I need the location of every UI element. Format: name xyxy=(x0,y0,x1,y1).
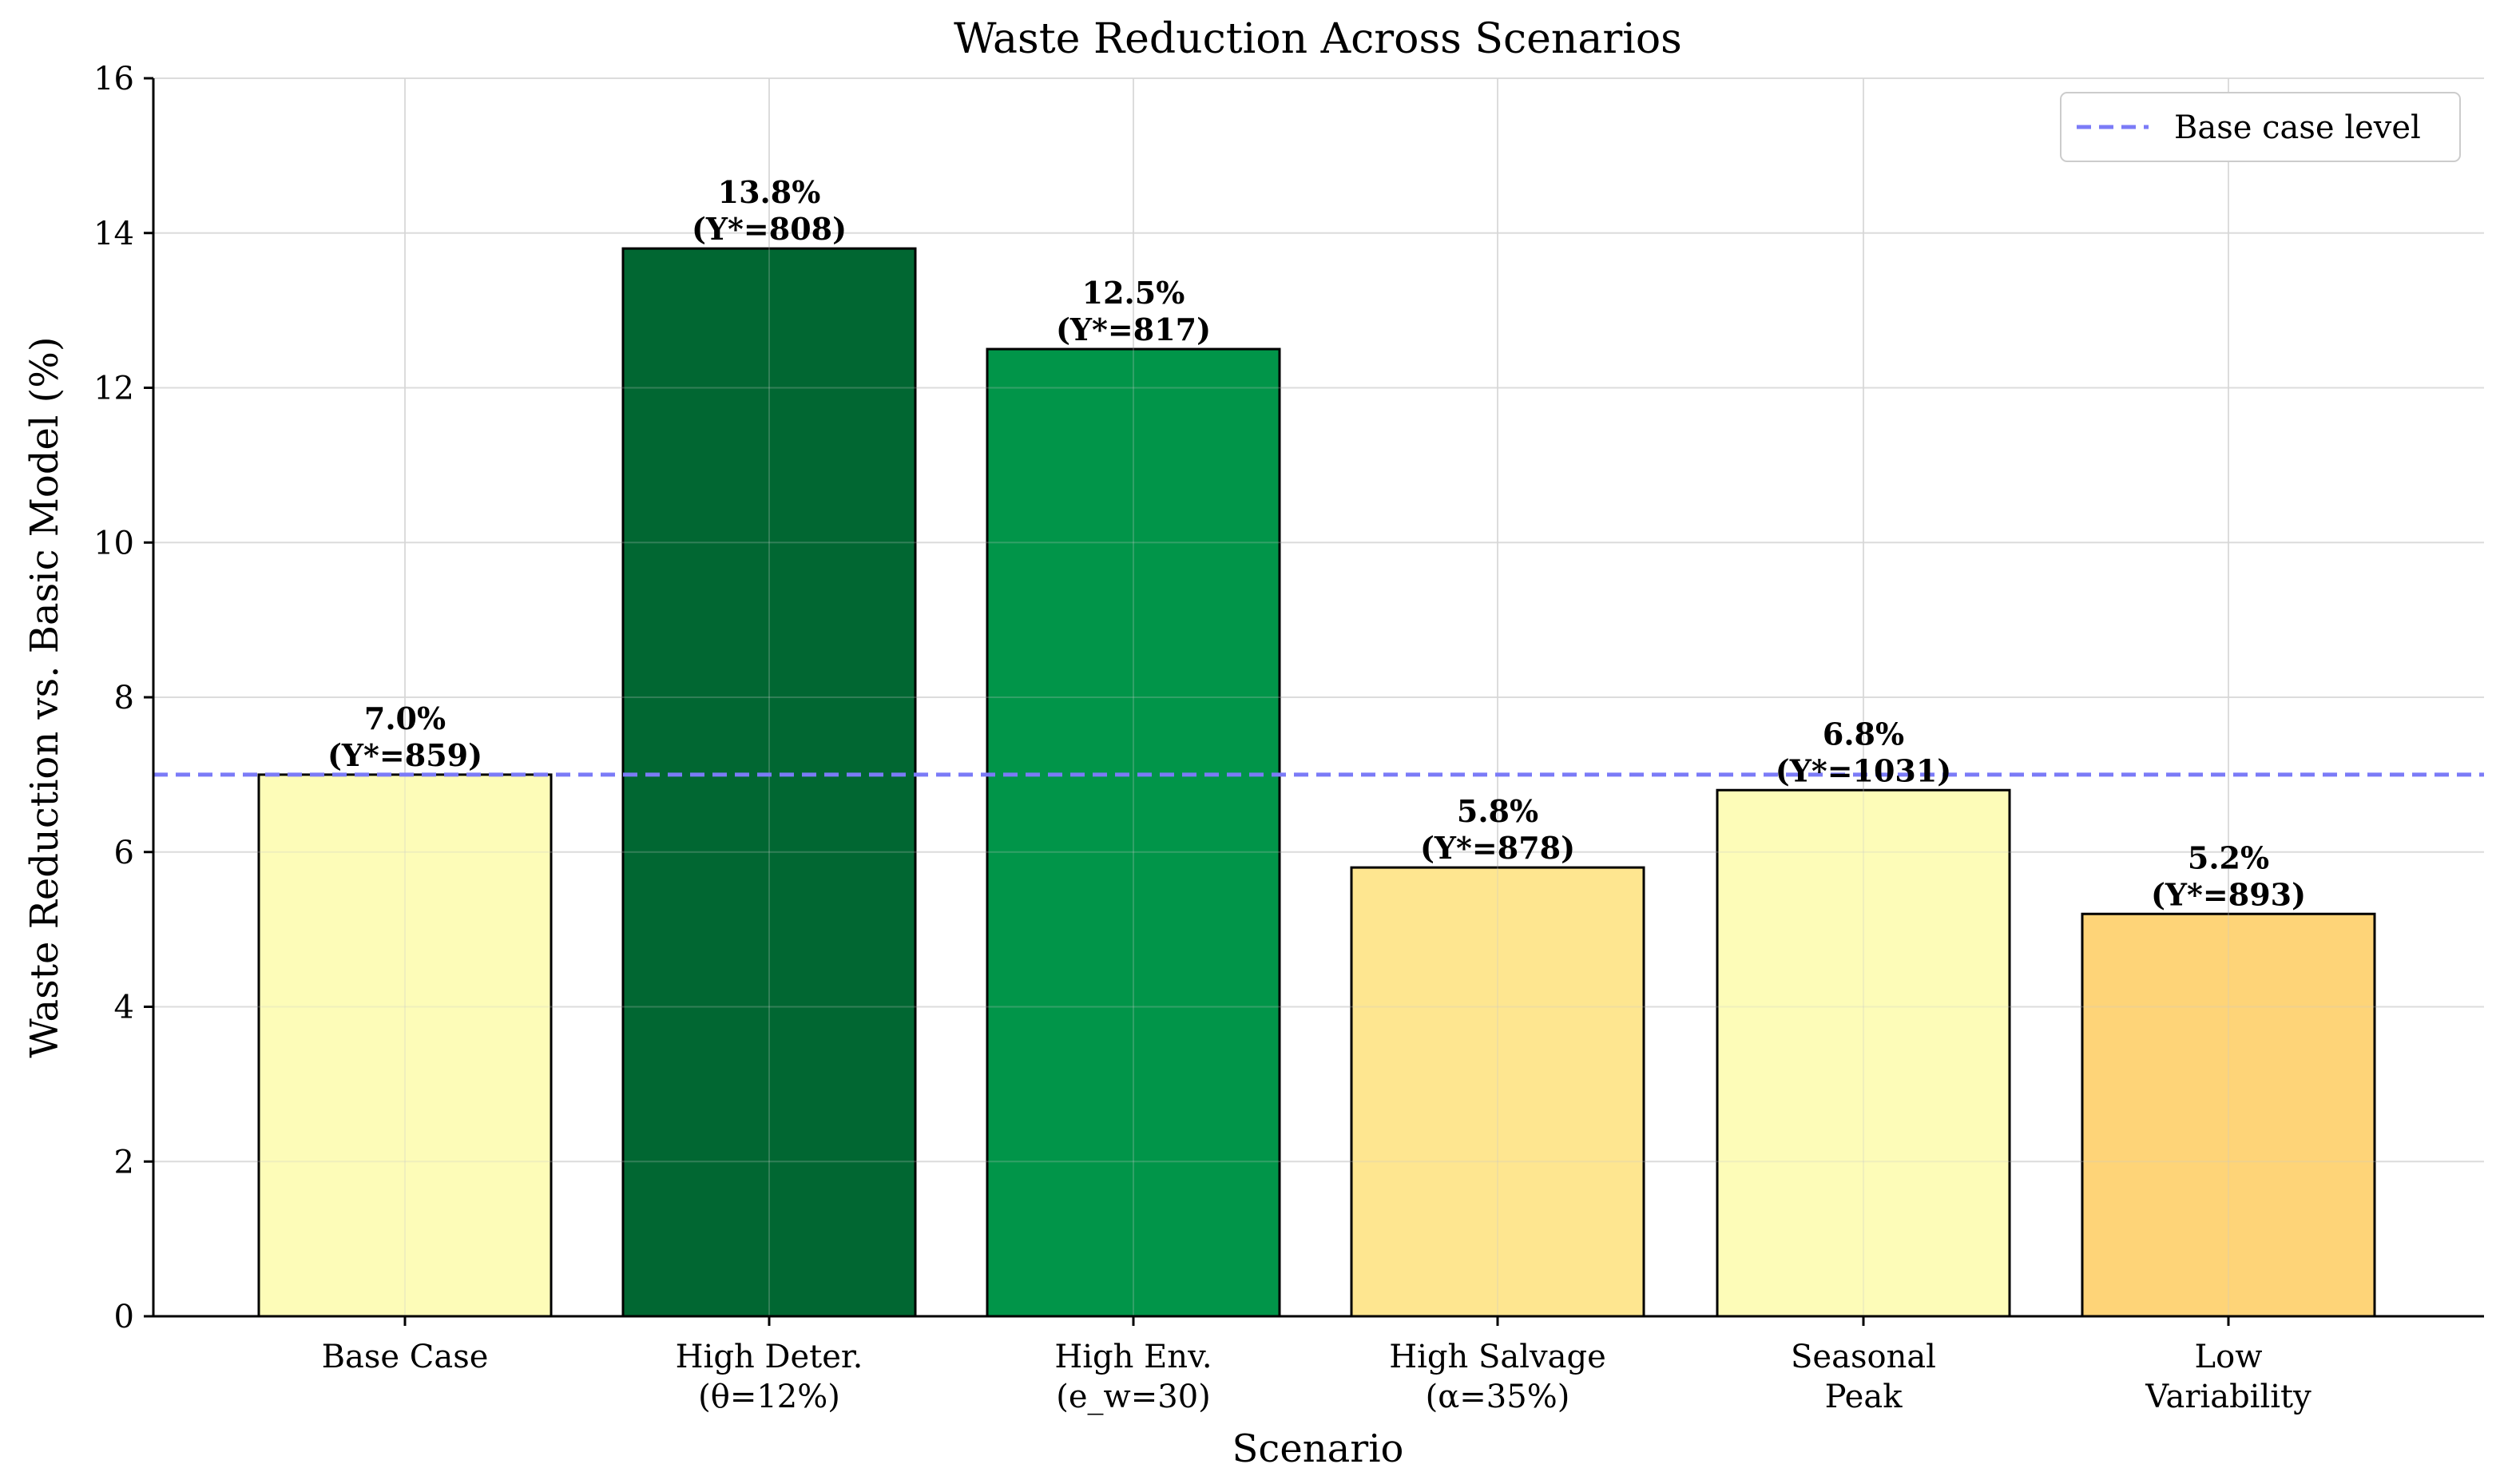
bar xyxy=(257,773,553,1318)
x-tick-label: High Deter. (θ=12%) xyxy=(676,1339,863,1415)
x-tick-label: High Env. (e_w=30) xyxy=(1054,1339,1212,1415)
x-axis-title: Scenario xyxy=(1232,1426,1404,1471)
y-tick-label: 4 xyxy=(114,990,134,1026)
x-tick-label: Base Case xyxy=(322,1339,489,1375)
bar-value-label: 6.8% (Y*=1031) xyxy=(1776,716,1952,788)
y-axis-ticks: 0 2 4 6 8 10 12 14 16 xyxy=(93,61,153,1335)
bar-value-label: 12.5% (Y*=817) xyxy=(1056,275,1211,347)
y-tick-label: 0 xyxy=(114,1299,134,1335)
legend: Base case level xyxy=(2060,92,2461,162)
bar-value-label: 7.0% (Y*=859) xyxy=(327,700,482,773)
y-tick-label: 12 xyxy=(93,371,134,407)
bar xyxy=(1716,788,2011,1318)
y-tick-label: 6 xyxy=(114,835,134,871)
y-tick-label: 16 xyxy=(93,61,134,97)
y-tick-label: 8 xyxy=(114,680,134,716)
bar-value-label: 5.8% (Y*=878) xyxy=(1420,793,1575,866)
bar xyxy=(986,347,1281,1318)
bar-value-label: 5.2% (Y*=893) xyxy=(2151,839,2306,912)
y-tick-label: 10 xyxy=(93,525,134,561)
y-tick-label: 2 xyxy=(114,1144,134,1180)
x-axis-ticks: Base Case High Deter. (θ=12%) High Env. (e_w… xyxy=(322,1316,2311,1415)
bar-value-label: 13.8% (Y*=808) xyxy=(692,174,847,247)
x-tick-label: Low Variability xyxy=(2145,1339,2311,1415)
x-tick-label: Seasonal Peak xyxy=(1791,1339,1936,1415)
legend-label: Base case level xyxy=(2174,109,2421,146)
bar xyxy=(2081,912,2376,1318)
y-axis-title: Waste Reduction vs. Basic Model (%) xyxy=(22,336,67,1057)
bars xyxy=(153,77,2484,1318)
legend-box xyxy=(2060,92,2461,162)
chart-title: Waste Reduction Across Scenarios xyxy=(954,15,1682,63)
bar xyxy=(621,247,917,1318)
data-labels: 7.0% (Y*=859) 13.8% (Y*=808) 12.5% (Y*=817) 5.… xyxy=(327,174,2306,912)
bar xyxy=(1350,866,1645,1318)
y-tick-label: 14 xyxy=(93,216,134,252)
x-tick-label: High Salvage (α=35%) xyxy=(1389,1339,1606,1415)
